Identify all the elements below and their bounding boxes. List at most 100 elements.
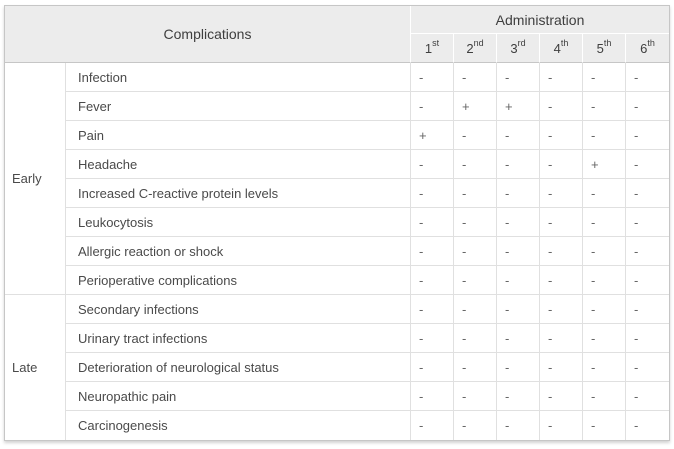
complications-table: Complications Administration 1st 2nd 3rd 4t…	[5, 6, 670, 440]
value-cell: -	[540, 382, 583, 411]
complications-header-cell: Complications	[5, 6, 411, 63]
value-cell: -	[497, 63, 540, 92]
value-cell: -	[583, 63, 626, 92]
value-cell: -	[626, 353, 670, 382]
admin-col-header-3rd: 3rd	[497, 34, 540, 63]
value-cell: -	[626, 266, 670, 295]
value-cell: -	[626, 92, 670, 121]
table-row: Neuropathic pain - - - - - -	[5, 382, 670, 411]
value-cell: -	[540, 411, 583, 440]
table-row: Perioperative complications - - - - - -	[5, 266, 670, 295]
complication-name: Pain	[66, 121, 411, 150]
value-cell: -	[454, 63, 497, 92]
admin-col-header-5th: 5th	[583, 34, 626, 63]
value-cell: -	[626, 411, 670, 440]
value-cell: -	[626, 382, 670, 411]
complication-name: Allergic reaction or shock	[66, 237, 411, 266]
value-cell: -	[411, 208, 454, 237]
value-cell: -	[583, 237, 626, 266]
value-cell: -	[583, 179, 626, 208]
value-cell: -	[540, 92, 583, 121]
value-cell: -	[626, 150, 670, 179]
ordinal-suffix: rd	[517, 38, 526, 49]
value-cell: -	[540, 121, 583, 150]
group-label-early: Early	[5, 63, 66, 295]
value-cell: -	[497, 121, 540, 150]
ordinal-number: 2	[466, 40, 474, 56]
value-cell: -	[454, 266, 497, 295]
ordinal-number: 3	[510, 40, 518, 56]
complication-name: Secondary infections	[66, 295, 411, 324]
value-cell: -	[411, 411, 454, 440]
value-cell: -	[454, 150, 497, 179]
value-cell: +	[497, 92, 540, 121]
value-cell: -	[540, 353, 583, 382]
value-cell: -	[583, 266, 626, 295]
value-cell: -	[540, 179, 583, 208]
value-cell: -	[497, 324, 540, 353]
administration-header-cell: Administration	[411, 6, 670, 34]
value-cell: -	[583, 295, 626, 324]
value-cell: -	[497, 411, 540, 440]
complication-name: Perioperative complications	[66, 266, 411, 295]
complication-name: Carcinogenesis	[66, 411, 411, 440]
table-row: Fever - + + - - -	[5, 92, 670, 121]
table-row: Leukocytosis - - - - - -	[5, 208, 670, 237]
admin-col-header-2nd: 2nd	[454, 34, 497, 63]
admin-col-header-4th: 4th	[540, 34, 583, 63]
complication-name: Increased C-reactive protein levels	[66, 179, 411, 208]
value-cell: -	[454, 208, 497, 237]
value-cell: +	[454, 92, 497, 121]
value-cell: -	[411, 237, 454, 266]
value-cell: -	[583, 92, 626, 121]
value-cell: -	[540, 63, 583, 92]
value-cell: -	[497, 179, 540, 208]
table-row: Early Infection - - - - - -	[5, 63, 670, 295]
group-label-late: Late	[5, 295, 66, 440]
value-cell: -	[454, 179, 497, 208]
value-cell: -	[411, 266, 454, 295]
value-cell: -	[583, 121, 626, 150]
value-cell: -	[411, 324, 454, 353]
ordinal-number: 6	[640, 40, 648, 56]
admin-col-header-1st: 1st	[411, 34, 454, 63]
ordinal-suffix: nd	[473, 38, 484, 49]
complication-name: Infection	[66, 63, 411, 92]
table-row: Headache - - - - + -	[5, 150, 670, 179]
value-cell: -	[540, 266, 583, 295]
value-cell: -	[454, 353, 497, 382]
value-cell: -	[497, 295, 540, 324]
value-cell: -	[411, 63, 454, 92]
complications-table-container: Complications Administration 1st 2nd 3rd 4t…	[4, 5, 670, 441]
value-cell: -	[626, 63, 670, 92]
ordinal-suffix: st	[432, 38, 440, 49]
value-cell: -	[540, 324, 583, 353]
value-cell: -	[454, 324, 497, 353]
ordinal-suffix: th	[647, 38, 655, 49]
value-cell: -	[497, 237, 540, 266]
admin-subheader-row: 1st 2nd 3rd 4th 5th 6th	[5, 34, 670, 63]
value-cell: -	[626, 324, 670, 353]
value-cell: -	[411, 150, 454, 179]
ordinal-number: 5	[596, 40, 604, 56]
value-cell: -	[540, 295, 583, 324]
table-row: Urinary tract infections - - - - - -	[5, 324, 670, 353]
value-cell: -	[497, 382, 540, 411]
ordinal-suffix: th	[603, 38, 612, 49]
table-row: Increased C-reactive protein levels - - - - -…	[5, 179, 670, 208]
complication-name: Headache	[66, 150, 411, 179]
value-cell: -	[626, 295, 670, 324]
header-row-1: Complications Administration	[5, 6, 670, 63]
value-cell: -	[497, 353, 540, 382]
value-cell: -	[411, 179, 454, 208]
table-row: Pain + - - - - -	[5, 121, 670, 150]
value-cell: +	[583, 150, 626, 179]
table-row: Allergic reaction or shock - - - - - -	[5, 237, 670, 266]
complication-name: Neuropathic pain	[66, 382, 411, 411]
table-header: Complications Administration 1st 2nd 3rd 4t…	[5, 6, 670, 63]
value-cell: -	[454, 121, 497, 150]
complication-name: Fever	[66, 92, 411, 121]
value-cell: -	[540, 208, 583, 237]
value-cell: -	[540, 237, 583, 266]
complication-name: Urinary tract infections	[66, 324, 411, 353]
